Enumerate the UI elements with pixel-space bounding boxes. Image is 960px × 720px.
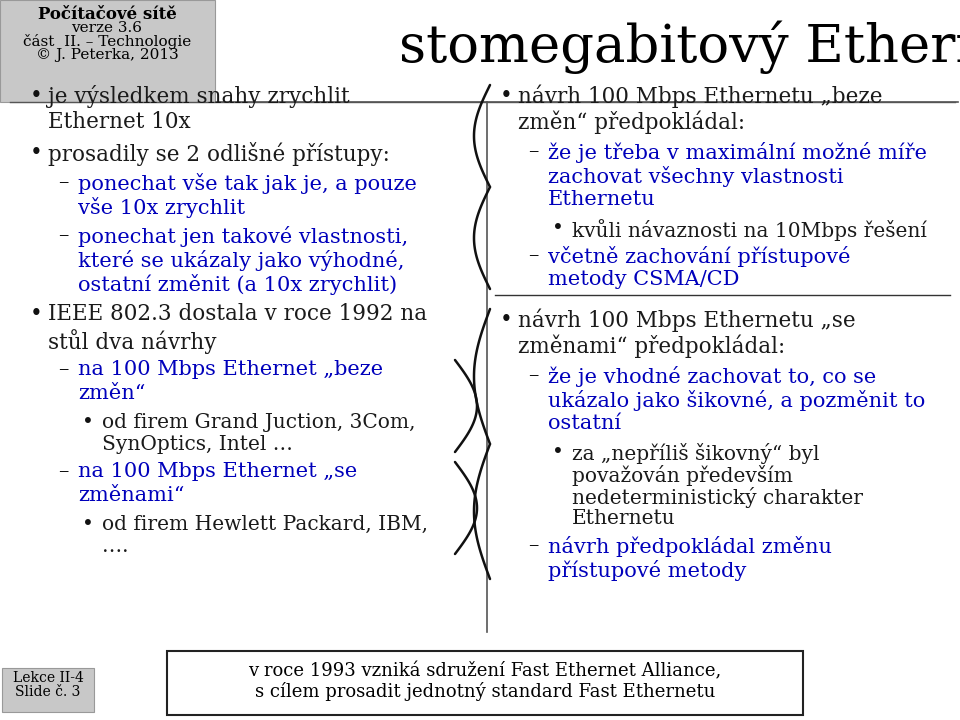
Text: stomegabitový Ethernet: stomegabitový Ethernet	[398, 20, 960, 73]
Text: za „nepříliš šikovný“ byl: za „nepříliš šikovný“ byl	[572, 443, 820, 464]
Text: ….: ….	[102, 537, 129, 556]
Text: Ethernetu: Ethernetu	[548, 190, 656, 209]
Text: vše 10x zrychlit: vše 10x zrychlit	[78, 197, 245, 218]
Text: •: •	[500, 85, 513, 107]
Text: –: –	[58, 173, 68, 192]
Text: stůl dva návrhy: stůl dva návrhy	[48, 329, 217, 354]
Text: že je třeba v maximální možné míře: že je třeba v maximální možné míře	[548, 142, 927, 163]
Text: je výsledkem snahy zrychlit: je výsledkem snahy zrychlit	[48, 85, 349, 108]
Text: návrh předpokládal změnu: návrh předpokládal změnu	[548, 536, 832, 557]
Text: –: –	[528, 246, 539, 265]
Text: Ethernet 10x: Ethernet 10x	[48, 111, 191, 133]
Text: návrh 100 Mbps Ethernetu „beze: návrh 100 Mbps Ethernetu „beze	[518, 85, 882, 109]
Text: zachovat všechny vlastnosti: zachovat všechny vlastnosti	[548, 166, 844, 187]
Text: změn“ předpokládal:: změn“ předpokládal:	[518, 111, 745, 135]
Text: –: –	[58, 360, 68, 379]
Text: na 100 Mbps Ethernet „se: na 100 Mbps Ethernet „se	[78, 462, 357, 481]
Text: změnami“ předpokládal:: změnami“ předpokládal:	[518, 335, 785, 359]
Text: považován především: považován především	[572, 465, 793, 486]
Text: od firem Hewlett Packard, IBM,: od firem Hewlett Packard, IBM,	[102, 515, 428, 534]
Text: návrh 100 Mbps Ethernetu „se: návrh 100 Mbps Ethernetu „se	[518, 309, 855, 333]
Text: –: –	[528, 536, 539, 555]
Text: v roce 1993 vzniká sdružení Fast Ethernet Alliance,: v roce 1993 vzniká sdružení Fast Etherne…	[249, 662, 722, 680]
FancyBboxPatch shape	[2, 668, 94, 712]
Text: změn“: změn“	[78, 384, 145, 403]
Text: Ethernetu: Ethernetu	[572, 509, 676, 528]
Text: část  II. – Technologie: část II. – Technologie	[23, 34, 191, 49]
Text: které se ukázaly jako výhodné,: které se ukázaly jako výhodné,	[78, 250, 404, 271]
Text: •: •	[552, 219, 564, 238]
FancyBboxPatch shape	[167, 651, 803, 715]
Text: –: –	[58, 462, 68, 481]
Text: –: –	[58, 226, 68, 245]
Text: •: •	[82, 413, 94, 432]
Text: včetně zachování přístupové: včetně zachování přístupové	[548, 246, 851, 267]
Text: •: •	[500, 309, 513, 331]
Text: © J. Peterka, 2013: © J. Peterka, 2013	[36, 48, 179, 62]
Text: ostatní změnit (a 10x zrychlit): ostatní změnit (a 10x zrychlit)	[78, 274, 397, 295]
Text: verze 3.6: verze 3.6	[71, 21, 142, 35]
Text: –: –	[528, 142, 539, 161]
Text: SynOptics, Intel …: SynOptics, Intel …	[102, 435, 293, 454]
Text: IEEE 802.3 dostala v roce 1992 na: IEEE 802.3 dostala v roce 1992 na	[48, 303, 427, 325]
Text: •: •	[552, 443, 564, 462]
Text: ukázalo jako šikovné, a pozměnit to: ukázalo jako šikovné, a pozměnit to	[548, 390, 925, 411]
Text: Slide č. 3: Slide č. 3	[15, 685, 81, 699]
Text: •: •	[30, 142, 43, 164]
Text: ponechat jen takové vlastnosti,: ponechat jen takové vlastnosti,	[78, 226, 408, 247]
Text: přístupové metody: přístupové metody	[548, 560, 746, 581]
Text: ostatní: ostatní	[548, 414, 621, 433]
Text: Počítačové sítě: Počítačové sítě	[37, 6, 177, 23]
Text: prosadily se 2 odlišné přístupy:: prosadily se 2 odlišné přístupy:	[48, 142, 390, 166]
Text: •: •	[30, 303, 43, 325]
Text: •: •	[82, 515, 94, 534]
Text: metody CSMA/CD: metody CSMA/CD	[548, 270, 739, 289]
Text: ponechat vše tak jak je, a pouze: ponechat vše tak jak je, a pouze	[78, 173, 417, 194]
Text: na 100 Mbps Ethernet „beze: na 100 Mbps Ethernet „beze	[78, 360, 383, 379]
Text: Lekce II-4: Lekce II-4	[12, 671, 84, 685]
Text: kvůli návaznosti na 10Mbps řešení: kvůli návaznosti na 10Mbps řešení	[572, 219, 926, 241]
Text: že je vhodné zachovat to, co se: že je vhodné zachovat to, co se	[548, 366, 876, 387]
Text: nedeterministický charakter: nedeterministický charakter	[572, 487, 863, 508]
Text: –: –	[528, 366, 539, 385]
Text: s cílem prosadit jednotný standard Fast Ethernetu: s cílem prosadit jednotný standard Fast …	[254, 682, 715, 701]
FancyBboxPatch shape	[0, 0, 215, 102]
Text: •: •	[30, 85, 43, 107]
Text: změnami“: změnami“	[78, 486, 184, 505]
Text: od firem Grand Juction, 3Com,: od firem Grand Juction, 3Com,	[102, 413, 416, 432]
